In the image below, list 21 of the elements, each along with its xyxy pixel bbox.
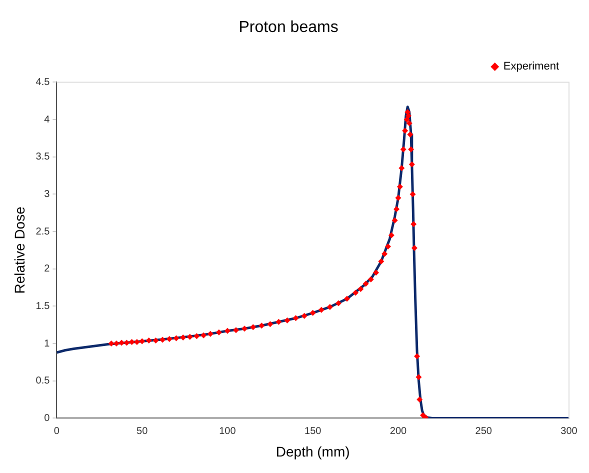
- y-tick-label: 4: [44, 114, 50, 126]
- legend-label: Experiment: [503, 60, 560, 73]
- y-axis-title: Relative Dose: [11, 206, 28, 294]
- y-tick-label: 1: [44, 338, 50, 350]
- y-tick-label: 3.5: [36, 152, 50, 163]
- y-tick-label: 2: [44, 264, 50, 275]
- x-tick-label: 200: [390, 426, 408, 437]
- x-tick-label: 50: [136, 426, 148, 437]
- chart-title: Proton beams: [238, 19, 338, 36]
- y-tick-label: 0.5: [36, 376, 50, 387]
- y-tick-label: 4.5: [36, 76, 50, 88]
- y-tick-label: 1.5: [36, 300, 50, 312]
- x-tick-label: 150: [304, 426, 322, 437]
- x-tick-label: 300: [560, 426, 578, 437]
- y-tick-label: 3: [44, 188, 50, 200]
- x-axis-title: Depth (mm): [276, 443, 350, 460]
- y-tick-label: 0: [44, 412, 50, 424]
- x-tick-label: 100: [219, 426, 236, 437]
- x-tick-label: 0: [54, 426, 60, 437]
- x-tick-label: 250: [475, 426, 492, 437]
- y-tick-label: 2.5: [36, 226, 50, 238]
